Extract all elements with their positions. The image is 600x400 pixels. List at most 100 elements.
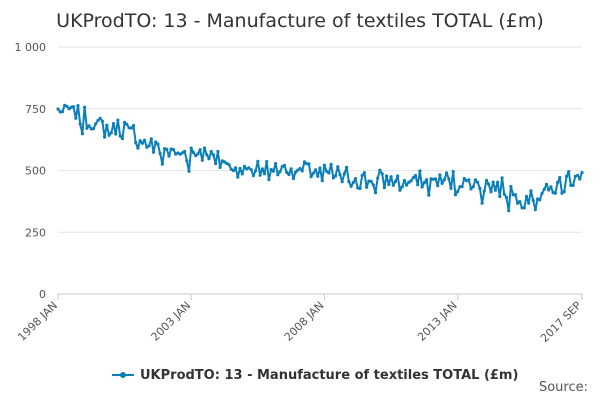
- data-point: [91, 127, 96, 131]
- data-point: [453, 193, 457, 197]
- data-point: [282, 163, 287, 167]
- data-point: [294, 170, 298, 174]
- data-point: [447, 177, 451, 181]
- data-point: [462, 176, 466, 181]
- data-point: [433, 177, 438, 181]
- data-point: [489, 190, 493, 194]
- data-point: [138, 139, 142, 143]
- data-point: [569, 183, 573, 187]
- data-point: [385, 174, 389, 178]
- data-point: [531, 198, 535, 203]
- data-point: [365, 185, 369, 189]
- data-point: [311, 171, 315, 175]
- data-point: [578, 177, 582, 181]
- data-point: [274, 162, 278, 166]
- x-tick-label: 2013 JAN: [415, 299, 460, 344]
- data-point: [258, 173, 262, 177]
- data-point: [65, 104, 69, 108]
- data-point: [185, 159, 189, 163]
- data-point: [393, 179, 398, 183]
- data-point: [116, 118, 120, 122]
- data-point: [360, 173, 364, 178]
- data-point: [522, 206, 526, 210]
- data-point: [143, 138, 147, 142]
- data-point: [558, 175, 562, 180]
- data-point: [442, 178, 446, 182]
- data-point: [309, 175, 313, 179]
- data-point: [191, 150, 195, 155]
- data-point: [376, 176, 380, 180]
- data-point: [78, 122, 82, 126]
- data-point: [202, 146, 207, 150]
- data-point: [114, 132, 118, 136]
- y-tick-label: 0: [39, 288, 46, 301]
- data-point: [96, 118, 100, 123]
- data-point: [353, 177, 358, 181]
- data-point: [318, 166, 322, 170]
- data-point: [451, 170, 455, 174]
- data-point: [449, 186, 453, 190]
- data-point: [98, 116, 102, 120]
- data-point: [214, 162, 218, 166]
- data-point: [240, 172, 244, 176]
- data-point: [409, 179, 413, 183]
- data-point: [151, 150, 156, 154]
- data-point: [438, 173, 442, 177]
- data-point: [227, 163, 231, 167]
- data-point: [493, 188, 497, 192]
- data-point: [498, 194, 502, 199]
- data-point: [94, 122, 98, 126]
- data-point: [298, 166, 302, 171]
- data-point: [518, 200, 522, 204]
- data-point: [189, 146, 193, 150]
- data-point: [296, 168, 300, 172]
- data-point: [491, 180, 495, 184]
- x-tick-label: 2003 JAN: [149, 299, 194, 344]
- data-point: [320, 179, 324, 183]
- data-point: [183, 149, 187, 153]
- data-point: [336, 165, 340, 169]
- data-point: [413, 174, 418, 178]
- data-point: [402, 178, 406, 183]
- data-point: [100, 119, 104, 123]
- data-point: [105, 123, 109, 127]
- data-point: [129, 126, 133, 130]
- data-point: [349, 184, 353, 188]
- data-point: [154, 140, 158, 144]
- data-point: [103, 135, 107, 139]
- data-point: [398, 188, 402, 192]
- data-point: [167, 154, 171, 158]
- data-point: [389, 175, 393, 179]
- data-point: [420, 185, 424, 189]
- data-point: [378, 168, 382, 172]
- data-point: [216, 149, 220, 154]
- data-point: [187, 169, 191, 173]
- legend[interactable]: UKProdTO: 13 - Manufacture of textiles T…: [112, 366, 518, 384]
- data-point: [285, 170, 289, 174]
- data-point: [234, 166, 238, 170]
- data-point: [80, 132, 84, 136]
- data-point: [520, 206, 524, 210]
- data-point: [391, 183, 395, 187]
- series-layer: [56, 103, 584, 213]
- data-point: [469, 187, 473, 191]
- data-point: [460, 185, 464, 189]
- data-point: [405, 183, 409, 187]
- data-point: [504, 195, 509, 200]
- data-point: [329, 162, 333, 166]
- data-point: [251, 174, 255, 178]
- data-point: [289, 167, 293, 171]
- data-point: [207, 157, 211, 161]
- data-point: [524, 194, 529, 198]
- data-point: [194, 154, 198, 158]
- data-point: [576, 173, 580, 177]
- data-point: [158, 151, 162, 155]
- data-point: [140, 141, 144, 145]
- data-point: [456, 189, 460, 194]
- data-point: [333, 174, 338, 178]
- data-point: [538, 198, 542, 202]
- data-point: [322, 163, 326, 167]
- data-point: [478, 186, 482, 190]
- data-point: [300, 169, 304, 173]
